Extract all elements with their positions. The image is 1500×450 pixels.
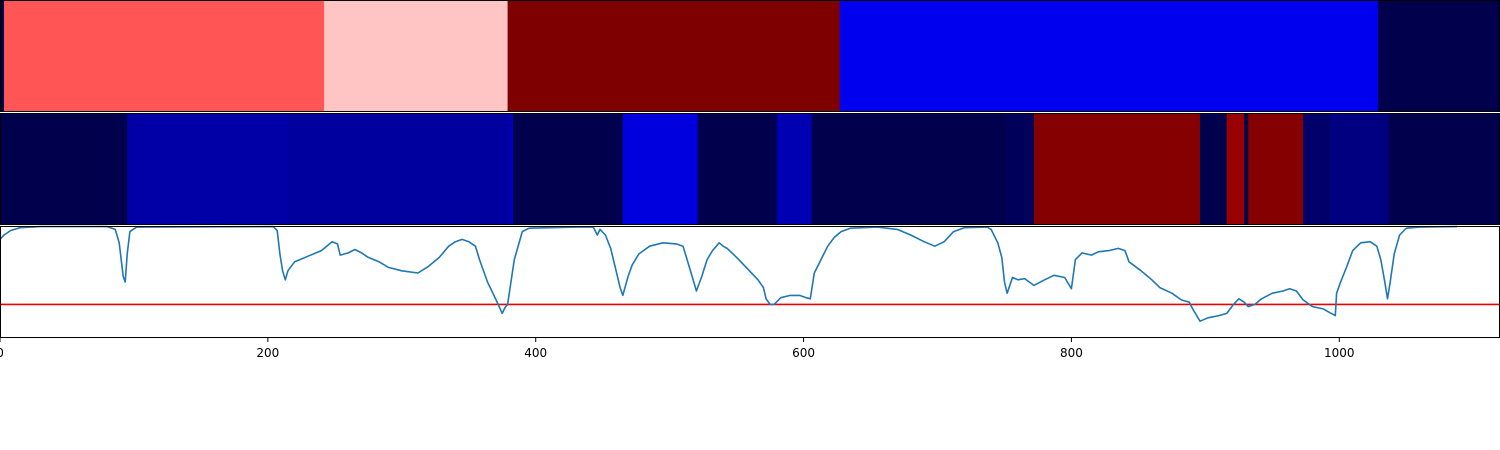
middle-band-segment-9 [1005, 114, 1035, 225]
middle-band-segment-13 [1244, 114, 1249, 225]
middle-band-segment-7 [776, 114, 813, 225]
top-band-segment-2 [324, 1, 509, 112]
x-tick-label-800: 800 [1060, 346, 1083, 360]
signal-line [0, 225, 1458, 322]
middle-band-segment-8 [811, 114, 1007, 225]
middle-band-segment-1 [127, 114, 289, 225]
top-band-segment-1 [4, 1, 325, 112]
middle-band-segment-0 [0, 114, 128, 225]
middle-band-segment-12 [1226, 114, 1245, 225]
middle-band-segment-3 [508, 114, 514, 225]
top-band-segment-0 [0, 1, 5, 112]
top-band-segment-4 [839, 1, 1379, 112]
middle-band-segment-14 [1248, 114, 1304, 225]
middle-band-segment-15 [1303, 114, 1331, 225]
signal-panel [0, 225, 1500, 338]
x-tick-label-1000: 1000 [1324, 346, 1355, 360]
middle-band-segment-6 [697, 114, 778, 225]
middle-band-segment-5 [622, 114, 699, 225]
middle-band-segment-17 [1388, 114, 1500, 225]
top-band-segment-5 [1378, 1, 1500, 112]
middle-band-segment-11 [1200, 114, 1228, 225]
x-tick-label-0: 0 [0, 346, 4, 360]
middle-band-segment-10 [1033, 114, 1201, 225]
x-tick-label-600: 600 [792, 346, 815, 360]
middle-band-segment-2 [287, 114, 510, 225]
middle-band-segment-16 [1329, 114, 1390, 225]
x-axis: 0 200 400 600 800 1000 [0, 338, 1355, 360]
top-heatmap-band [0, 1, 1500, 112]
x-tick-label-200: 200 [256, 346, 279, 360]
top-band-segment-3 [507, 1, 841, 112]
x-tick-label-400: 400 [524, 346, 547, 360]
middle-band-segment-4 [512, 114, 624, 225]
middle-heatmap-band [0, 114, 1500, 225]
